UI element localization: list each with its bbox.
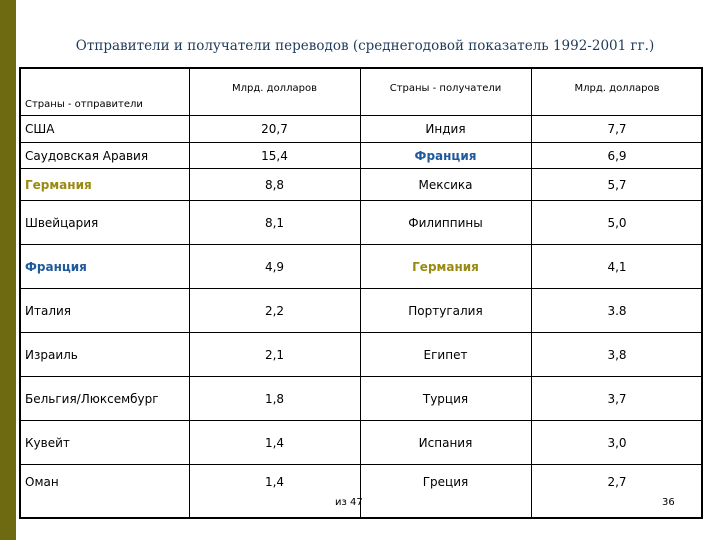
receiver-amount: 2,7	[531, 464, 703, 517]
sender-amount: 1,8	[189, 376, 360, 421]
receiver-amount: 3,8	[531, 332, 703, 377]
receiver-amount: 7,7	[531, 115, 703, 143]
table-row: Италия 2,2 Португалия 3.8	[19, 288, 703, 333]
sender-amount: 8,8	[189, 168, 360, 201]
sender-amount: 15,4	[189, 142, 360, 169]
sender-country-highlight-germany: Германия	[19, 168, 189, 201]
receiver-country: Испания	[360, 420, 531, 465]
sender-country: Саудовская Аравия	[19, 142, 189, 169]
table-row: Оман 1,4 Греция 2,7	[19, 464, 703, 517]
sender-amount: 20,7	[189, 115, 360, 143]
sender-country-highlight-france: Франция	[19, 244, 189, 289]
table-header-row: Страны - отправители Млрд. долларов Стра…	[19, 67, 703, 116]
receiver-country-highlight-france: Франция	[360, 142, 531, 169]
receiver-country-highlight-germany: Германия	[360, 244, 531, 289]
sender-country: Израиль	[19, 332, 189, 377]
header-receiver-amount: Млрд. долларов	[574, 82, 660, 94]
receiver-amount: 3,7	[531, 376, 703, 421]
receiver-amount: 5,7	[531, 168, 703, 201]
receiver-country: Мексика	[360, 168, 531, 201]
receiver-country: Турция	[360, 376, 531, 421]
table-row: США 20,7 Индия 7,7	[19, 115, 703, 143]
header-receivers: Страны - получатели	[389, 82, 502, 94]
sender-country: Италия	[19, 288, 189, 333]
table-row: Франция 4,9 Германия 4,1	[19, 244, 703, 289]
receiver-amount: 6,9	[531, 142, 703, 169]
table-row: Бельгия/Люксембург 1,8 Турция 3,7	[19, 376, 703, 421]
sender-amount: 4,9	[189, 244, 360, 289]
sender-amount: 1,4	[189, 464, 360, 517]
sender-country: Бельгия/Люксембург	[19, 376, 189, 421]
sender-amount: 1,4	[189, 420, 360, 465]
receiver-amount: 4,1	[531, 244, 703, 289]
sender-amount: 8,1	[189, 200, 360, 245]
receiver-amount: 3,0	[531, 420, 703, 465]
receiver-country: Индия	[360, 115, 531, 143]
page-total: из 47	[335, 497, 363, 508]
receiver-country: Греция	[360, 464, 531, 517]
table-row: Саудовская Аравия 15,4 Франция 6,9	[19, 142, 703, 169]
table-row: Швейцария 8,1 Филиппины 5,0	[19, 200, 703, 245]
receiver-amount: 3.8	[531, 288, 703, 333]
receiver-country: Португалия	[360, 288, 531, 333]
sender-country: Кувейт	[19, 420, 189, 465]
slide-title: Отправители и получатели переводов (сред…	[75, 38, 655, 54]
receiver-country: Филиппины	[360, 200, 531, 245]
sender-country: Оман	[19, 464, 189, 517]
table-row: Кувейт 1,4 Испания 3,0	[19, 420, 703, 465]
table-row: Израиль 2,1 Египет 3,8	[19, 332, 703, 377]
sender-country: Швейцария	[19, 200, 189, 245]
header-sender-amount: Млрд. долларов	[232, 82, 317, 94]
left-accent-bar	[0, 0, 16, 540]
receiver-country: Египет	[360, 332, 531, 377]
header-senders: Страны - отправители	[25, 99, 143, 110]
table-row: Германия 8,8 Мексика 5,7	[19, 168, 703, 201]
page-number: 36	[662, 497, 675, 508]
sender-amount: 2,1	[189, 332, 360, 377]
sender-amount: 2,2	[189, 288, 360, 333]
receiver-amount: 5,0	[531, 200, 703, 245]
sender-country: США	[19, 115, 189, 143]
remittances-table: Страны - отправители Млрд. долларов Стра…	[19, 67, 703, 517]
